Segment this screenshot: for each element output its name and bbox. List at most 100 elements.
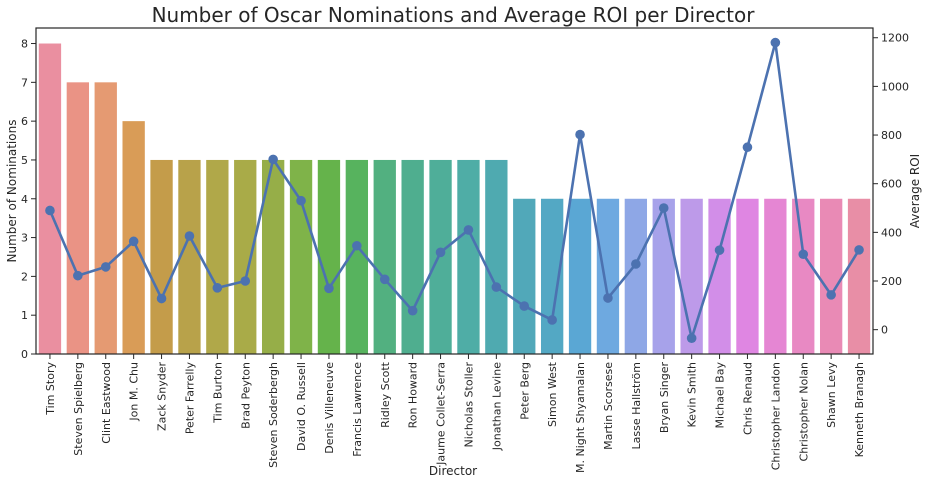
bar-5 [178,159,201,354]
bar-2 [94,82,117,354]
y-tick-label: 0 [21,348,28,361]
x-tick-label: Tim Burton [211,362,224,424]
bar-18 [540,198,564,354]
bar-13 [401,159,424,354]
bar-9 [289,159,313,354]
x-tick-label: Lasse Hallström [630,362,643,450]
bar-11 [345,159,369,354]
y-tick-label: 5 [21,154,28,167]
ticks-group: 0 1 2 3 4 5 6 7 8 0 200 400 600 800 1000 1200 Tim Story S… [21,32,909,473]
roi-point-27 [798,249,809,260]
x-tick-label: Kenneth Branagh [853,362,866,457]
x-tick-label: Zack Snyder [156,362,169,431]
y-tick-label: 4 [21,193,28,206]
roi-point-6 [212,283,223,293]
y2-tick-label: 400 [881,226,902,239]
bar-8 [261,159,285,354]
roi-point-0 [45,205,55,216]
x-tick-label: Ridley Scott [379,361,392,428]
x-tick-label: Chris Renaud [741,362,754,435]
y-tick-label: 8 [21,38,28,51]
roi-point-18 [547,315,557,325]
y2-tick-label: 1000 [881,80,909,93]
roi-point-24 [714,245,725,255]
roi-point-13 [407,305,418,316]
bar-10 [317,159,341,354]
roi-point-9 [296,195,306,206]
roi-point-1 [73,270,83,281]
bar-15 [457,159,480,354]
bar-0 [38,43,62,355]
y-axis-label: Number of Nominations [5,120,19,263]
x-tick-label: Martin Scorsese [602,362,615,450]
roi-point-2 [100,262,111,272]
roi-point-26 [770,37,781,48]
bar-6 [206,159,229,354]
roi-point-20 [603,293,613,303]
x-tick-label: Kevin Smith [686,362,699,428]
roi-point-21 [631,259,641,269]
bar-7 [234,159,257,354]
x-tick-label: Simon West [546,361,559,427]
roi-point-28 [826,290,836,300]
bar-25 [736,198,759,354]
bar-20 [596,198,620,354]
bar-28 [819,198,843,354]
y-tick-label: 6 [21,115,28,128]
x-tick-label: Francis Lawrence [351,362,364,457]
bar-23 [680,198,703,354]
roi-point-15 [463,225,474,235]
bar-4 [150,159,173,354]
bar-16 [485,159,508,354]
x-tick-label: Jonathan Levine [490,362,503,451]
x-tick-label: Peter Farrelly [183,362,196,435]
bar-29 [847,198,871,354]
x-tick-label: Steven Spielberg [72,362,85,456]
x-tick-label: Steven Soderbergh [267,362,280,468]
x-tick-label: Clint Eastwood [100,362,113,444]
y-tick-label: 1 [21,309,28,322]
x-tick-label: Michael Bay [714,362,727,429]
x-tick-label: Jaume Collet-Serra [435,362,448,466]
x-tick-label: Jon M. Chu [128,362,141,422]
roi-point-4 [156,293,167,304]
chart-title: Number of Oscar Nominations and Average … [152,3,756,27]
bars-group [38,43,871,355]
x-tick-label: Christopher Nolan [797,362,810,462]
plot-frame [35,27,874,355]
y2-tick-label: 0 [881,324,888,337]
bar-21 [624,198,648,354]
roi-point-7 [240,276,251,286]
roi-point-10 [324,283,334,294]
roi-point-14 [435,247,446,258]
roi-line [48,41,861,340]
y2-axis-label: Average ROI [908,154,922,228]
y-tick-label: 7 [21,76,28,89]
x-tick-label: Tim Story [44,362,57,416]
x-tick-label: Ron Howard [407,362,420,428]
roi-line-group [45,37,864,343]
y2-tick-label: 1200 [881,32,909,45]
x-tick-label: Shawn Levy [825,362,838,428]
roi-point-8 [268,154,278,165]
x-tick-label: Bryan Singer [658,362,671,434]
x-tick-label: Nicholas Stoller [462,362,475,448]
x-tick-label: David O. Russell [295,362,308,451]
x-tick-label: M. Night Shyamalan [574,362,587,473]
y-tick-label: 3 [21,232,28,245]
roi-point-3 [128,236,139,247]
bar-1 [66,82,90,354]
y-tick-label: 2 [21,270,28,283]
roi-point-17 [519,301,530,311]
y2-tick-label: 600 [881,178,902,191]
roi-point-19 [575,129,585,140]
axes-group [35,27,874,355]
bar-19 [568,198,592,354]
x-tick-label: Denis Villeneuve [323,362,336,454]
roi-point-25 [742,142,753,153]
x-tick-label: Christopher Landon [769,362,782,470]
roi-point-11 [352,240,362,251]
y2-tick-label: 800 [881,129,902,142]
roi-point-23 [686,333,697,343]
